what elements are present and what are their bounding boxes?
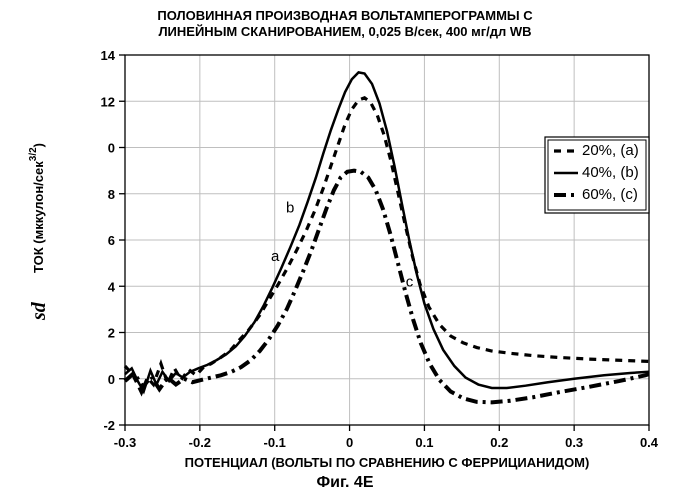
ytick-label: -2 <box>103 418 115 433</box>
xtick-label: -0.3 <box>114 435 136 450</box>
ytick-label: 14 <box>101 48 116 63</box>
ytick-label: 0 <box>108 141 115 156</box>
xtick-label: 0.1 <box>415 435 433 450</box>
curve-annotation: a <box>271 248 280 265</box>
ytick-label: 2 <box>108 326 115 341</box>
xtick-label: -0.2 <box>189 435 211 450</box>
ytick-label: 8 <box>108 187 115 202</box>
ytick-label: 0 <box>108 372 115 387</box>
ytick-label: 12 <box>101 94 115 109</box>
y-axis-label-main: ТОК (мккулон/сек3/2) <box>28 143 46 273</box>
xtick-label: -0.1 <box>264 435 286 450</box>
xtick-label: 0.2 <box>490 435 508 450</box>
legend-label: 40%, (b) <box>582 164 639 181</box>
x-axis-label: ПОТЕНЦИАЛ (ВОЛЬТЫ ПО СРАВНЕНИЮ С ФЕРРИЦИ… <box>185 455 590 470</box>
xtick-label: 0.4 <box>640 435 659 450</box>
curve-annotation: c <box>406 273 414 290</box>
xtick-label: 0 <box>346 435 353 450</box>
legend-label: 20%, (a) <box>582 142 639 159</box>
ytick-label: 6 <box>108 233 115 248</box>
series-b <box>125 72 649 391</box>
ytick-label: 4 <box>108 279 116 294</box>
chart-svg: ПОЛОВИННАЯ ПРОИЗВОДНАЯ ВОЛЬТАМПЕРОГРАММЫ… <box>0 0 691 500</box>
y-axis-label-sd: sd <box>28 301 50 321</box>
figure-container: { "figure": { "type": "line", "width": 6… <box>0 0 691 500</box>
chart-title-line1: ПОЛОВИННАЯ ПРОИЗВОДНАЯ ВОЛЬТАМПЕРОГРАММЫ… <box>157 8 533 23</box>
chart-title-line2: ЛИНЕЙНЫМ СКАНИРОВАНИЕМ, 0,025 В/сек, 400… <box>158 24 531 39</box>
y-axis-label-group: sd ТОК (мккулон/сек3/2) <box>28 143 50 321</box>
figure-caption: Фиг. 4E <box>316 474 373 491</box>
legend-label: 60%, (c) <box>582 186 638 203</box>
curve-annotation: b <box>286 199 294 216</box>
xtick-label: 0.3 <box>565 435 583 450</box>
